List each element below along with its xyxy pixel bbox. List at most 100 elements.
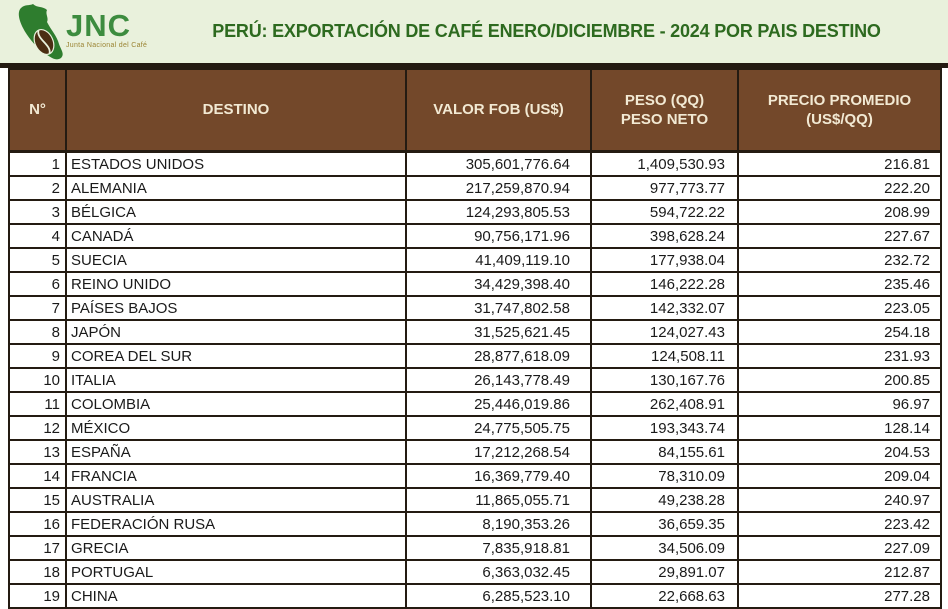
cell-peso-neto: 84,155.61: [590, 439, 739, 465]
cell-peso-neto: 398,628.24: [590, 223, 739, 249]
table-row: 5 SUECIA 41,409,119.10 177,938.04 232.72: [8, 247, 942, 273]
cell-numero: 14: [8, 463, 67, 489]
table-row: 1 ESTADOS UNIDOS 305,601,776.64 1,409,530.9…: [8, 150, 942, 177]
table-row: 2 ALEMANIA 217,259,870.94 977,773.77 222.20: [8, 175, 942, 201]
cell-numero: 7: [8, 295, 67, 321]
cell-numero: 2: [8, 175, 67, 201]
cell-destino: BÉLGICA: [65, 199, 407, 225]
table-row: 3 BÉLGICA 124,293,805.53 594,722.22 208.99: [8, 199, 942, 225]
cell-destino: PORTUGAL: [65, 559, 407, 585]
logo-tagline: Junta Nacional del Café: [66, 42, 148, 49]
cell-destino: REINO UNIDO: [65, 271, 407, 297]
cell-peso-neto: 977,773.77: [590, 175, 739, 201]
cell-numero: 16: [8, 511, 67, 537]
cell-numero: 8: [8, 319, 67, 345]
cell-destino: CANADÁ: [65, 223, 407, 249]
cell-valor-fob: 16,369,779.40: [405, 463, 592, 489]
cell-valor-fob: 7,835,918.81: [405, 535, 592, 561]
cell-peso-neto: 262,408.91: [590, 391, 739, 417]
cell-valor-fob: 305,601,776.64: [405, 150, 592, 177]
header-banner: JNC Junta Nacional del Café PERÚ: EXPORT…: [0, 0, 948, 63]
cell-precio-promedio: 222.20: [737, 175, 942, 201]
coffee-bean-icon: [33, 29, 55, 55]
cell-valor-fob: 17,212,268.54: [405, 439, 592, 465]
cell-valor-fob: 25,446,019.86: [405, 391, 592, 417]
cell-peso-neto: 130,167.76: [590, 367, 739, 393]
table-row: 4 CANADÁ 90,756,171.96 398,628.24 227.67: [8, 223, 942, 249]
cell-valor-fob: 6,285,523.10: [405, 583, 592, 609]
cell-peso-neto: 36,659.35: [590, 511, 739, 537]
cell-peso-neto: 34,506.09: [590, 535, 739, 561]
table-row: 7 PAÍSES BAJOS 31,747,802.58 142,332.07 223.…: [8, 295, 942, 321]
cell-valor-fob: 90,756,171.96: [405, 223, 592, 249]
cell-peso-neto: 594,722.22: [590, 199, 739, 225]
cell-peso-neto: 146,222.28: [590, 271, 739, 297]
cell-peso-neto: 78,310.09: [590, 463, 739, 489]
cell-destino: FEDERACIÓN RUSA: [65, 511, 407, 537]
column-header-destino: DESTINO: [65, 68, 407, 153]
column-header-valor-fob: VALOR FOB (US$): [405, 68, 592, 153]
cell-precio-promedio: 277.28: [737, 583, 942, 609]
cell-peso-neto: 193,343.74: [590, 415, 739, 441]
cell-precio-promedio: 128.14: [737, 415, 942, 441]
column-header-precio-promedio: PRECIO PROMEDIO (US$/QQ): [737, 68, 942, 153]
cell-peso-neto: 29,891.07: [590, 559, 739, 585]
cell-numero: 3: [8, 199, 67, 225]
cell-destino: COLOMBIA: [65, 391, 407, 417]
cell-precio-promedio: 223.42: [737, 511, 942, 537]
cell-precio-promedio: 212.87: [737, 559, 942, 585]
cell-precio-promedio: 223.05: [737, 295, 942, 321]
cell-precio-promedio: 240.97: [737, 487, 942, 513]
cell-precio-promedio: 204.53: [737, 439, 942, 465]
cell-destino: COREA DEL SUR: [65, 343, 407, 369]
cell-destino: ITALIA: [65, 367, 407, 393]
peru-map-icon: [18, 4, 63, 60]
column-header-numero: N°: [8, 68, 67, 153]
cell-destino: ESTADOS UNIDOS: [65, 150, 407, 177]
exports-table: N° DESTINO VALOR FOB (US$) PESO (QQ) PES…: [8, 68, 942, 609]
cell-destino: FRANCIA: [65, 463, 407, 489]
cell-numero: 1: [8, 150, 67, 177]
cell-peso-neto: 124,508.11: [590, 343, 739, 369]
cell-valor-fob: 217,259,870.94: [405, 175, 592, 201]
cell-numero: 6: [8, 271, 67, 297]
cell-destino: SUECIA: [65, 247, 407, 273]
header-row: N° DESTINO VALOR FOB (US$) PESO (QQ) PES…: [8, 68, 942, 153]
cell-numero: 5: [8, 247, 67, 273]
cell-destino: JAPÓN: [65, 319, 407, 345]
cell-peso-neto: 124,027.43: [590, 319, 739, 345]
cell-peso-neto: 142,332.07: [590, 295, 739, 321]
cell-peso-neto: 49,238.28: [590, 487, 739, 513]
table-row: 17 GRECIA 7,835,918.81 34,506.09 227.09: [8, 535, 942, 561]
cell-valor-fob: 124,293,805.53: [405, 199, 592, 225]
cell-precio-promedio: 227.09: [737, 535, 942, 561]
cell-numero: 9: [8, 343, 67, 369]
cell-numero: 12: [8, 415, 67, 441]
cell-destino: AUSTRALIA: [65, 487, 407, 513]
cell-peso-neto: 22,668.63: [590, 583, 739, 609]
logo-text: JNC: [66, 8, 132, 43]
cell-peso-neto: 177,938.04: [590, 247, 739, 273]
cell-destino: PAÍSES BAJOS: [65, 295, 407, 321]
table-row: 15 AUSTRALIA 11,865,055.71 49,238.28 240.97: [8, 487, 942, 513]
cell-numero: 17: [8, 535, 67, 561]
table-row: 12 MÉXICO 24,775,505.75 193,343.74 128.14: [8, 415, 942, 441]
cell-precio-promedio: 209.04: [737, 463, 942, 489]
cell-valor-fob: 41,409,119.10: [405, 247, 592, 273]
cell-precio-promedio: 235.46: [737, 271, 942, 297]
table-row: 9 COREA DEL SUR 28,877,618.09 124,508.11 231…: [8, 343, 942, 369]
cell-valor-fob: 31,525,621.45: [405, 319, 592, 345]
table-row: 10 ITALIA 26,143,778.49 130,167.76 200.85: [8, 367, 942, 393]
table-row: 16 FEDERACIÓN RUSA 8,190,353.26 36,659.35 22…: [8, 511, 942, 537]
cell-precio-promedio: 208.99: [737, 199, 942, 225]
table-row: 19 CHINA 6,285,523.10 22,668.63 277.28: [8, 583, 942, 609]
table-row: 11 COLOMBIA 25,446,019.86 262,408.91 96.97: [8, 391, 942, 417]
cell-valor-fob: 8,190,353.26: [405, 511, 592, 537]
cell-precio-promedio: 254.18: [737, 319, 942, 345]
cell-precio-promedio: 96.97: [737, 391, 942, 417]
table-row: 13 ESPAÑA 17,212,268.54 84,155.61 204.53: [8, 439, 942, 465]
table-row: 14 FRANCIA 16,369,779.40 78,310.09 209.04: [8, 463, 942, 489]
cell-valor-fob: 28,877,618.09: [405, 343, 592, 369]
table-body: 1 ESTADOS UNIDOS 305,601,776.64 1,409,530.9…: [8, 150, 942, 609]
cell-valor-fob: 11,865,055.71: [405, 487, 592, 513]
